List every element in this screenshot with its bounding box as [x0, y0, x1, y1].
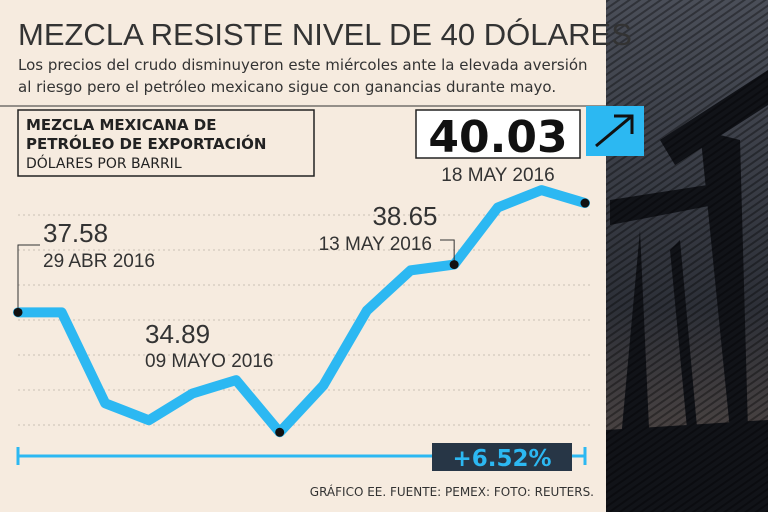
- grid: [18, 214, 590, 426]
- series-title: MEZCLA MEXICANA DE: [26, 116, 216, 134]
- date-label: 29 ABR 2016: [43, 251, 155, 272]
- title: MEZCLA RESISTE NIVEL DE 40 DÓLARES: [18, 17, 632, 52]
- date-label: 18 MAY 2016: [441, 165, 554, 186]
- change-bar: [16, 443, 587, 471]
- arrow-icon: [595, 114, 634, 148]
- date-label: 13 MAY 2016: [319, 234, 432, 255]
- value-label: 34.89: [145, 319, 210, 349]
- point: [275, 427, 285, 437]
- date-label: 09 MAYO 2016: [145, 351, 274, 372]
- y-label: DÓLARES POR BARRIL: [26, 154, 182, 172]
- subtitle: al riesgo pero el petróleo mexicano sigu…: [18, 78, 556, 96]
- leader: [440, 239, 455, 265]
- photo: [606, 0, 768, 512]
- line: [13, 185, 590, 438]
- value-label: 40.03: [428, 112, 567, 163]
- legend-box: [17, 109, 315, 177]
- series-title: PETRÓLEO DE EXPORTACIÓN: [26, 134, 266, 153]
- value-label: 37.58: [43, 218, 108, 248]
- source: GRÁFICO EE. FUENTE: PEMEX: FOTO: REUTERS…: [310, 484, 594, 499]
- leader: [17, 244, 40, 313]
- subtitle: Los precios del crudo disminuyeron este …: [18, 56, 588, 74]
- background: [0, 0, 606, 512]
- value-box: [415, 109, 581, 159]
- point: [13, 307, 23, 317]
- point: [580, 198, 590, 208]
- change-label: +6.52%: [452, 446, 551, 472]
- value-label: 38.65: [372, 201, 437, 231]
- point: [449, 260, 459, 270]
